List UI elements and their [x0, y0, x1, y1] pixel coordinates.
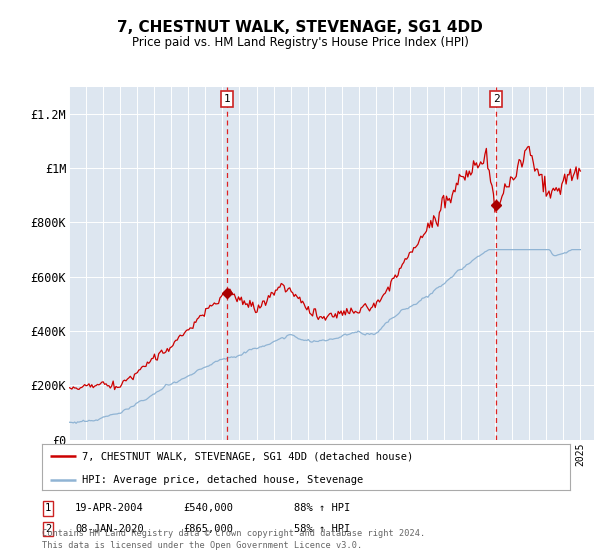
Text: 7, CHESTNUT WALK, STEVENAGE, SG1 4DD: 7, CHESTNUT WALK, STEVENAGE, SG1 4DD: [117, 20, 483, 35]
Text: 1: 1: [45, 503, 51, 514]
Text: 7, CHESTNUT WALK, STEVENAGE, SG1 4DD (detached house): 7, CHESTNUT WALK, STEVENAGE, SG1 4DD (de…: [82, 451, 413, 461]
Text: £865,000: £865,000: [183, 524, 233, 534]
Text: 08-JAN-2020: 08-JAN-2020: [75, 524, 144, 534]
Text: 2: 2: [493, 94, 500, 104]
Text: 2: 2: [45, 524, 51, 534]
Text: Price paid vs. HM Land Registry's House Price Index (HPI): Price paid vs. HM Land Registry's House …: [131, 36, 469, 49]
Text: 58% ↑ HPI: 58% ↑ HPI: [294, 524, 350, 534]
Text: £540,000: £540,000: [183, 503, 233, 514]
Text: 88% ↑ HPI: 88% ↑ HPI: [294, 503, 350, 514]
Text: 1: 1: [224, 94, 230, 104]
Text: HPI: Average price, detached house, Stevenage: HPI: Average price, detached house, Stev…: [82, 475, 363, 485]
Text: 19-APR-2004: 19-APR-2004: [75, 503, 144, 514]
Text: Contains HM Land Registry data © Crown copyright and database right 2024.
This d: Contains HM Land Registry data © Crown c…: [42, 529, 425, 550]
